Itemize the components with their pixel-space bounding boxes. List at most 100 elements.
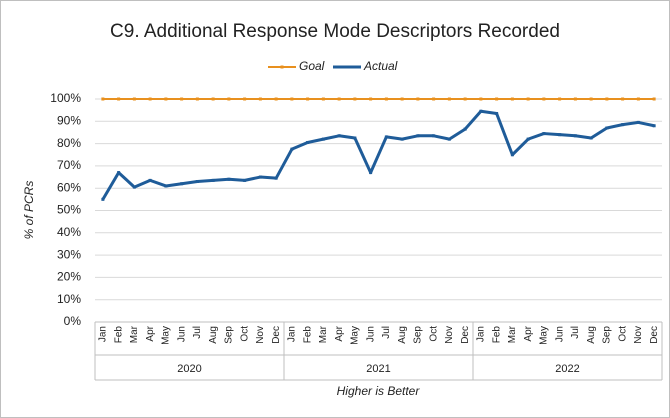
point-marker [526,97,530,101]
point-marker [117,97,121,101]
point-marker [416,134,420,138]
x-tick-label: Feb [302,326,313,344]
point-marker [227,97,231,101]
point-marker [321,137,325,141]
point-marker [621,123,625,127]
x-tick-label: Nov [255,326,266,344]
point-marker [526,137,530,141]
x-tick-label: Jun [176,326,187,342]
x-tick-label: Aug [208,326,219,344]
point-marker [479,97,483,101]
point-marker [274,97,278,101]
point-marker [290,97,294,101]
x-tick-label: Jan [287,326,298,342]
point-marker [447,97,451,101]
point-marker [510,153,514,157]
x-tick-label: Aug [586,326,597,344]
point-marker [432,134,436,138]
x-tick-label: Oct [239,326,250,342]
x-tick-label: Dec [649,326,660,344]
x-tick-label: Apr [145,325,156,341]
point-marker [337,134,341,138]
x-tick-label: Feb [491,326,502,344]
x-tick-label: Jun [365,326,376,342]
x-tick-label: Mar [507,325,518,343]
x-tick-label: Jul [381,326,392,339]
point-marker [652,124,656,128]
point-marker [463,97,467,101]
point-marker [132,185,136,189]
x-tick-label: Dec [460,326,471,344]
point-marker [369,97,373,101]
point-marker [274,176,278,180]
x-tick-label: Sep [413,326,424,344]
point-marker [479,109,483,113]
x-tick-label: May [161,326,172,345]
point-marker [180,182,184,186]
x-axis-label: Higher is Better [337,384,421,398]
point-marker [400,97,404,101]
y-tick-label: 30% [57,247,81,261]
x-tick-label: Mar [129,325,140,343]
point-marker [589,97,593,101]
point-marker [495,111,499,115]
point-marker [369,171,373,175]
x-tick-label: May [539,326,550,345]
series-line [101,109,655,201]
x-group-label: 2020 [177,363,201,375]
y-tick-label: 0% [64,314,82,328]
point-marker [211,178,215,182]
y-tick-label: 20% [57,270,81,284]
x-tick-label: Feb [113,326,124,344]
point-marker [101,197,105,201]
x-tick-label: Jan [476,326,487,342]
x-tick-label: Jul [570,326,581,339]
point-marker [573,134,577,138]
x-tick-label: Nov [633,326,644,344]
point-marker [148,97,152,101]
point-marker [636,97,640,101]
point-marker [290,147,294,151]
point-marker [621,97,625,101]
x-tick-label: Apr [334,325,345,341]
point-marker [132,97,136,101]
point-marker [542,97,546,101]
point-marker [353,97,357,101]
point-marker [463,127,467,131]
point-marker [321,97,325,101]
x-tick-label: Oct [617,326,628,342]
x-tick-label: Jul [192,326,203,339]
y-tick-label: 80% [57,136,81,150]
point-marker [510,97,514,101]
chart-title: C9. Additional Response Mode Descriptors… [110,21,560,42]
point-marker [384,97,388,101]
point-marker [243,97,247,101]
point-marker [180,97,184,101]
x-tick-label: Jan [98,326,109,342]
point-marker [636,120,640,124]
point-marker [306,140,310,144]
x-group-label: 2021 [366,363,390,375]
x-group-label: 2022 [555,363,579,375]
x-tick-label: Nov [444,326,455,344]
y-axis-label: % of PCRs [22,181,36,240]
point-marker [243,178,247,182]
x-tick-label: Oct [428,326,439,342]
y-tick-label: 90% [57,113,81,127]
y-tick-label: 60% [57,180,81,194]
point-marker [258,175,262,179]
point-marker [589,136,593,140]
x-tick-label: Sep [602,326,613,344]
point-marker [227,177,231,181]
point-marker [416,97,420,101]
point-marker [384,135,388,139]
x-tick-label: Sep [224,326,235,344]
x-tick-label: Mar [318,325,329,343]
point-marker [495,97,499,101]
point-marker [117,171,121,175]
legend-marker [345,65,349,69]
x-tick-label: Jun [554,326,565,342]
point-marker [605,97,609,101]
y-tick-label: 70% [57,158,81,172]
